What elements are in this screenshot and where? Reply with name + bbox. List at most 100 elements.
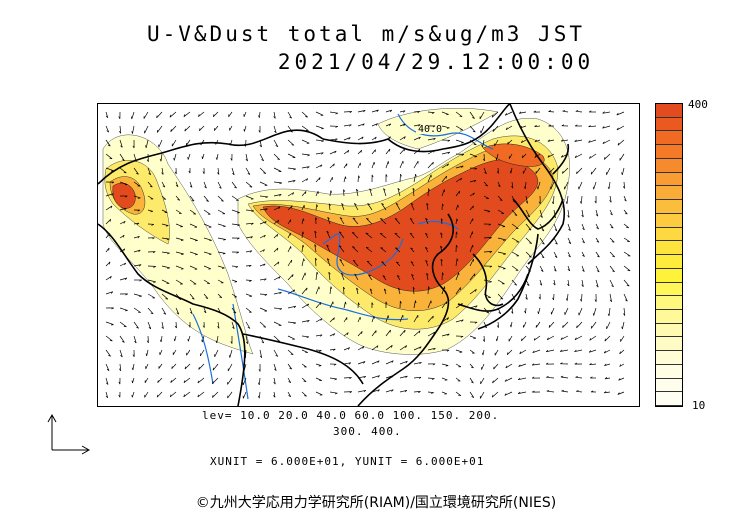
wind-arrow <box>161 279 170 284</box>
wind-arrow <box>546 376 555 379</box>
wind-arrow-head <box>394 233 398 235</box>
wind-arrow-head <box>504 112 507 116</box>
wind-arrow <box>399 389 407 393</box>
wind-arrow <box>315 139 324 142</box>
wind-arrow-head <box>428 286 430 289</box>
wind-arrow <box>119 167 127 174</box>
wind-arrow <box>172 349 177 355</box>
wind-arrow-head <box>460 177 463 181</box>
wind-arrow-head <box>533 337 536 341</box>
wind-arrow-head <box>321 140 324 143</box>
wind-arrow-head <box>624 212 628 215</box>
wind-arrow <box>341 203 345 211</box>
copyright-notice: ©九州大学応用力学研究所(RIAM)/国立環境研究所(NIES) <box>195 495 557 511</box>
wind-arrow-head <box>559 349 563 352</box>
wind-arrow <box>144 377 149 383</box>
wind-arrow-head <box>445 365 449 367</box>
wind-arrow-head <box>189 185 193 188</box>
wind-arrow <box>301 231 304 239</box>
wind-arrow-head <box>263 172 266 174</box>
wind-arrow <box>574 153 583 159</box>
wind-arrow-head <box>289 116 292 119</box>
wind-arrow-head <box>163 198 166 200</box>
wind-arrow-head <box>264 278 267 281</box>
wind-arrow <box>483 153 485 161</box>
wind-arrow-head <box>165 298 168 300</box>
colorbar <box>655 103 683 407</box>
wind-arrow <box>580 195 583 204</box>
wind-arrow <box>175 181 179 187</box>
wind-arrow <box>227 363 233 372</box>
wind-arrow <box>357 331 363 337</box>
wind-arrow-head <box>333 348 336 351</box>
wind-arrow-head <box>568 242 572 244</box>
wind-arrow <box>203 307 207 313</box>
wind-arrow-head <box>602 111 605 114</box>
wind-arrow-head <box>146 159 149 162</box>
wind-arrow-head <box>560 362 563 365</box>
wind-arrow-head <box>594 299 597 302</box>
colorbar-band <box>656 227 682 242</box>
wind-arrow <box>301 166 310 169</box>
wind-arrow <box>245 181 253 188</box>
wind-arrow-head <box>548 110 552 112</box>
wind-arrow-head <box>377 375 380 378</box>
wind-arrow-head <box>459 351 463 353</box>
wind-arrow <box>609 265 615 273</box>
wind-arrow-head <box>574 349 577 352</box>
wind-arrow <box>329 377 337 380</box>
wind-arrow <box>497 321 499 328</box>
wind-arrow-head <box>382 275 386 278</box>
wind-arrow-head <box>574 362 578 365</box>
wind-arrow-head <box>432 315 434 319</box>
wind-arrow-head <box>534 139 537 143</box>
wind-arrow-head <box>358 302 360 306</box>
wind-arrow <box>189 181 193 188</box>
wind-arrow-head <box>381 261 384 263</box>
wind-arrow-head <box>509 324 512 328</box>
coastline <box>98 129 324 185</box>
wind-arrow <box>144 125 149 134</box>
wind-arrow-head <box>582 241 585 244</box>
wind-arrow-head <box>471 396 474 398</box>
wind-arrow-head <box>489 281 492 283</box>
wind-arrow <box>356 287 359 295</box>
wind-arrow <box>119 153 125 161</box>
wind-arrow-head <box>551 201 554 205</box>
wind-arrow <box>187 153 191 160</box>
wind-arrow <box>287 192 294 197</box>
wind-arrow-head <box>625 299 628 302</box>
wind-arrow-head <box>442 272 444 275</box>
wind-arrow-head <box>330 190 333 193</box>
wind-arrow <box>482 349 485 356</box>
wind-arrow-head <box>263 263 266 267</box>
wind-arrow-head <box>167 267 170 269</box>
wind-arrow-head <box>119 131 121 134</box>
wind-arrow <box>203 209 211 215</box>
wind-arrow <box>231 209 240 213</box>
wind-arrow-head <box>514 284 517 286</box>
wind-arrow <box>287 274 294 281</box>
wind-arrow <box>371 136 377 141</box>
wind-arrow-head <box>461 319 464 322</box>
wind-arrow-head <box>371 302 374 305</box>
wind-arrow-head <box>202 325 205 328</box>
wind-arrow <box>315 204 318 211</box>
wind-arrow-head <box>303 380 307 382</box>
wind-arrow <box>183 391 191 398</box>
wind-arrow <box>189 265 198 270</box>
wind-arrow <box>217 279 224 284</box>
wind-arrow <box>357 123 365 127</box>
wind-arrow <box>399 110 406 113</box>
wind-arrow <box>532 363 541 366</box>
wind-arrow-head <box>183 114 186 117</box>
wind-arrow <box>175 265 184 270</box>
wind-arrow <box>623 279 630 287</box>
wind-arrow <box>186 139 191 146</box>
wind-arrow <box>259 139 262 148</box>
wind-arrow <box>427 300 432 309</box>
wind-arrow-head <box>106 130 109 133</box>
wind-arrow <box>497 265 506 269</box>
wind-arrow-head <box>289 367 292 370</box>
wind-arrow <box>329 190 332 197</box>
